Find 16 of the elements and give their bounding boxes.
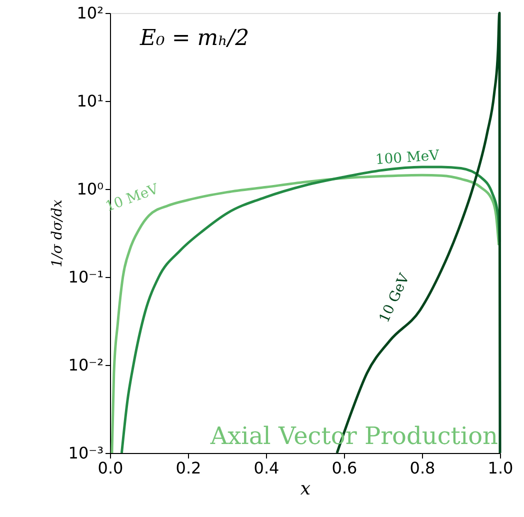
x-tick-label: 0.2: [176, 458, 202, 478]
text: 10 GeV: [376, 270, 414, 326]
y-tick-label: 10⁻²: [68, 356, 104, 374]
y-axis-title: 1/σ dσ/dx: [49, 200, 66, 268]
y-tick-label: 10⁰: [76, 180, 104, 198]
x-tick-label: 0.8: [410, 458, 436, 478]
annotation: E₀ = mₕ/2: [139, 26, 250, 51]
y-tick-label: 10⁻¹: [68, 268, 104, 286]
x-tick-label: 0.6: [332, 458, 358, 478]
x-tick-label: 0.4: [254, 458, 280, 478]
series-label: 100 MeV: [374, 148, 441, 168]
text: 10 MeV: [104, 181, 162, 216]
y-tick-label: 10¹: [76, 92, 104, 110]
x-axis-title: x: [300, 478, 311, 500]
y-tick-label: 10²: [76, 4, 104, 22]
x-tick-label: 1.0: [488, 458, 514, 478]
